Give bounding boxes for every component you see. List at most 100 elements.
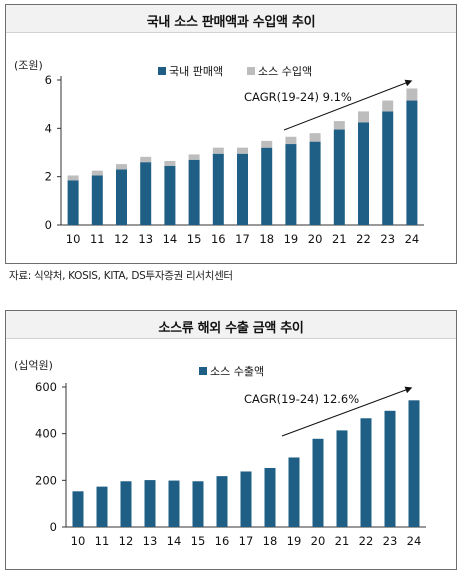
bar-24 — [408, 400, 420, 527]
x-tick-label: 21 — [332, 232, 347, 246]
x-tick-label: 20 — [311, 534, 326, 548]
x-tick-label: 22 — [359, 534, 374, 548]
bar-22 — [360, 418, 372, 527]
x-tick-label: 10 — [71, 534, 86, 548]
x-tick-label: 12 — [119, 534, 134, 548]
bar-17 — [237, 153, 248, 225]
y-axis-unit-label: (십억원) — [14, 359, 53, 372]
x-tick-label: 16 — [215, 534, 230, 548]
bar-19 — [285, 144, 297, 225]
bar-stack-10 — [67, 175, 79, 181]
bar-11 — [91, 175, 103, 225]
x-tick-label: 11 — [95, 534, 110, 548]
x-tick-label: 16 — [211, 232, 226, 246]
x-tick-label: 14 — [163, 232, 178, 246]
x-tick-label: 24 — [405, 232, 420, 246]
chart-panel-exports: 소스류 해외 수출 금액 추이 (십억원) 0 200 400 600 10 11 12 13 1… — [5, 310, 457, 570]
bar-stack-13 — [140, 156, 152, 163]
growth-arrow — [281, 386, 413, 437]
bar-24 — [406, 100, 418, 225]
x-tick-label: 15 — [191, 534, 206, 548]
x-tick-label: 17 — [235, 232, 250, 246]
bar-stack-19 — [285, 136, 297, 145]
x-tick-label: 13 — [143, 534, 158, 548]
y-tick-label: 200 — [35, 473, 57, 487]
bar-stack-11 — [91, 170, 103, 176]
bar-10 — [67, 180, 79, 225]
bar-22 — [358, 122, 369, 225]
legend-swatch — [199, 367, 207, 375]
source-note: 자료: 식약처, KOSIS, KITA, DS투자증권 리서치센터 — [9, 270, 233, 282]
bar-stack-22 — [358, 111, 369, 123]
bar-chart-exports: (십억원) 0 200 400 600 10 11 12 13 14 15 16 17 18 19 20 21 2… — [14, 359, 426, 548]
y-tick-label: 4 — [45, 121, 52, 135]
x-tick-label: 11 — [90, 232, 105, 246]
bar-19 — [288, 457, 300, 527]
bar-stack-17 — [237, 147, 248, 154]
cagr-annotation: CAGR(19-24) 9.1% — [244, 90, 352, 104]
bar-18 — [261, 147, 273, 225]
chart-title: 소스류 해외 수출 금액 추이 — [158, 321, 304, 336]
bar-20 — [312, 438, 324, 527]
x-tick-label: 19 — [284, 232, 299, 246]
bar-16 — [212, 153, 224, 225]
x-tick-label: 17 — [239, 534, 254, 548]
x-tick-label: 10 — [66, 232, 81, 246]
legend-label: 소스 수출액 — [210, 365, 264, 378]
x-tick-label: 18 — [259, 232, 274, 246]
bar-stack-23 — [382, 100, 394, 112]
x-tick-label: 19 — [287, 534, 302, 548]
y-tick-label: 0 — [45, 218, 52, 232]
chart-title: 국내 소스 판매액과 수입액 추이 — [146, 15, 316, 30]
bar-23 — [382, 111, 394, 225]
chart-panel-domestic: 국내 소스 판매액과 수입액 추이 (조원) 0 2 4 6 10 11 12 13 14 15 16… — [5, 4, 457, 264]
bar-23 — [384, 410, 396, 527]
bar-stack-14 — [164, 160, 176, 166]
cagr-annotation: CAGR(19-24) 12.6% — [244, 392, 359, 406]
bar-10 — [72, 491, 84, 527]
chart-title-bar: 국내 소스 판매액과 수입액 추이 — [6, 5, 456, 33]
x-tick-label: 22 — [356, 232, 371, 246]
x-tick-label: 15 — [187, 232, 202, 246]
bar-15 — [188, 159, 200, 225]
bar-stack-12 — [116, 164, 127, 170]
bar-stack-18 — [261, 140, 273, 148]
bar-stack-16 — [212, 147, 224, 154]
y-tick-label: 600 — [35, 380, 57, 394]
legend-label: 국내 판매액 — [169, 65, 223, 78]
x-tick-label: 21 — [335, 534, 350, 548]
bar-stack-21 — [333, 121, 345, 130]
bar-11 — [96, 486, 108, 527]
legend-swatch — [158, 67, 166, 75]
bar-stack-15 — [188, 154, 200, 160]
chart-title-bar: 소스류 해외 수출 금액 추이 — [6, 311, 456, 339]
bar-13 — [144, 480, 156, 527]
legend-swatch — [247, 67, 255, 75]
bar-stack-24 — [406, 88, 418, 101]
x-tick-label: 18 — [263, 534, 278, 548]
x-tick-label: 23 — [380, 232, 395, 246]
bar-12 — [120, 481, 132, 527]
x-tick-label: 13 — [138, 232, 153, 246]
bar-13 — [140, 162, 152, 225]
y-tick-label: 400 — [35, 427, 57, 441]
bar-20 — [309, 141, 321, 225]
bar-12 — [116, 169, 127, 225]
y-tick-label: 2 — [45, 170, 52, 184]
bar-21 — [336, 430, 348, 527]
y-tick-label: 6 — [45, 73, 52, 87]
bar-15 — [192, 481, 204, 527]
x-tick-label: 14 — [167, 534, 182, 548]
bar-14 — [168, 480, 180, 527]
y-axis-unit-label: (조원) — [14, 59, 43, 72]
bar-stack-20 — [309, 133, 321, 142]
bar-14 — [164, 165, 176, 225]
x-tick-label: 20 — [308, 232, 323, 246]
x-tick-label: 23 — [383, 534, 398, 548]
bar-16 — [216, 476, 228, 527]
x-tick-label: 24 — [407, 534, 422, 548]
growth-arrow — [283, 79, 413, 131]
bar-17 — [240, 471, 252, 527]
y-tick-label: 0 — [50, 520, 57, 534]
